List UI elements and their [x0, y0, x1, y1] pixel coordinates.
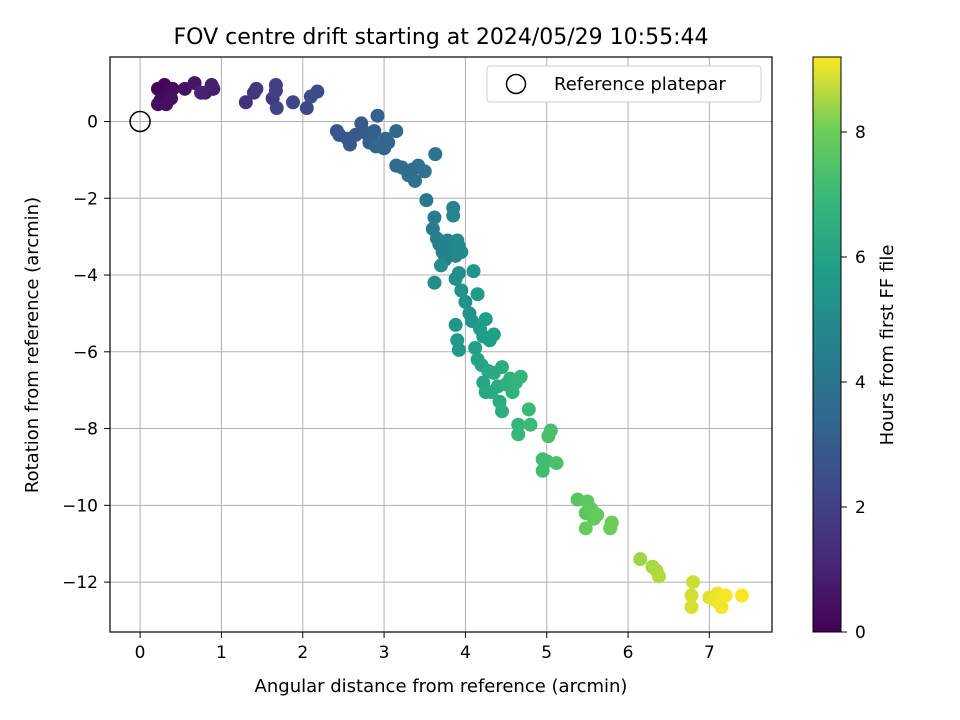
x-tick-label: 3: [379, 643, 390, 663]
data-point: [468, 340, 483, 355]
data-point: [434, 258, 448, 273]
data-point: [486, 327, 501, 342]
data-point: [150, 97, 165, 112]
data-point: [633, 552, 648, 567]
data-point: [494, 360, 509, 375]
data-point: [381, 135, 396, 150]
y-tick-label: −10: [62, 496, 98, 516]
colorbar-gradient: [812, 56, 842, 633]
colorbar-tick-label: 4: [855, 373, 866, 393]
data-point: [451, 342, 466, 357]
data-point: [367, 124, 382, 139]
data-point: [523, 417, 538, 432]
x-tick-label: 6: [623, 643, 634, 663]
grid-lines: [110, 57, 772, 632]
data-point: [458, 294, 473, 309]
data-point: [348, 127, 363, 142]
y-tick-label: −4: [73, 266, 98, 286]
data-point: [194, 85, 209, 100]
data-point: [448, 317, 463, 332]
data-point: [299, 101, 314, 116]
x-tick-label: 5: [541, 643, 552, 663]
data-point: [417, 164, 432, 179]
data-point: [310, 84, 325, 99]
legend: Reference platepar: [486, 65, 762, 103]
data-point: [204, 78, 219, 93]
data-point: [578, 521, 593, 536]
data-point: [249, 81, 264, 96]
data-point: [549, 456, 564, 471]
plot-frame: [109, 56, 773, 633]
data-point: [389, 124, 404, 139]
data-point: [686, 575, 701, 590]
y-tick-label: −2: [73, 189, 98, 209]
legend-box: [486, 65, 762, 103]
colorbar-tick-label: 2: [855, 498, 866, 518]
y-tick-label: −12: [62, 573, 98, 593]
x-tick-label: 0: [135, 643, 146, 663]
data-point: [428, 147, 443, 162]
data-point: [370, 108, 385, 123]
data-points: [129, 76, 749, 615]
data-point: [470, 287, 485, 302]
data-point: [268, 83, 283, 98]
data-point: [478, 312, 493, 327]
colorbar-label: Hours from first FF file: [877, 245, 898, 446]
data-point: [407, 173, 422, 188]
reference-platepar-marker: [129, 110, 151, 133]
data-point: [238, 95, 253, 110]
data-point: [427, 210, 442, 225]
x-tick-label: 7: [704, 643, 715, 663]
data-point: [513, 369, 528, 384]
data-point: [541, 429, 556, 444]
data-point: [511, 417, 526, 432]
data-point: [163, 91, 178, 106]
x-axis-label: Angular distance from reference (arcmin): [255, 676, 628, 697]
data-point: [651, 569, 666, 584]
data-point: [521, 402, 536, 417]
data-point: [494, 404, 509, 419]
data-point: [590, 507, 605, 522]
colorbar-tick-label: 8: [855, 123, 866, 143]
data-point: [269, 101, 284, 116]
y-axis-label: Rotation from reference (arcmin): [22, 197, 43, 493]
data-point: [285, 95, 300, 110]
data-point: [451, 266, 466, 281]
legend-marker-reference: [505, 73, 527, 95]
data-point: [454, 283, 469, 298]
data-point: [511, 427, 526, 442]
x-tick-label: 4: [460, 643, 471, 663]
data-point: [734, 588, 749, 603]
legend-entry-reference: Reference platepar: [554, 74, 726, 95]
colorbar-tick-label: 0: [855, 623, 866, 643]
data-point: [454, 244, 469, 259]
y-tick-label: 0: [87, 112, 98, 132]
y-tick-label: −6: [73, 343, 98, 363]
axes: 0 1 2 3 4 5 6 7 0 −2 −4 −6 −8 −10 −12: [62, 56, 773, 663]
data-point: [466, 264, 481, 279]
data-point: [604, 515, 619, 530]
data-point: [684, 588, 699, 603]
data-point: [368, 139, 383, 154]
data-point: [714, 600, 729, 615]
x-tick-label: 1: [216, 643, 227, 663]
data-point: [419, 193, 434, 208]
y-tick-label: −8: [73, 420, 98, 440]
colorbar: 0 2 4 6 8: [812, 56, 866, 643]
x-tick-label: 2: [297, 643, 308, 663]
data-point: [684, 600, 699, 615]
colorbar-tick-label: 6: [855, 248, 866, 268]
data-point: [446, 208, 461, 223]
data-point: [427, 275, 442, 290]
data-point: [718, 588, 733, 603]
chart-title: FOV centre drift starting at 2024/05/29 …: [174, 25, 709, 50]
